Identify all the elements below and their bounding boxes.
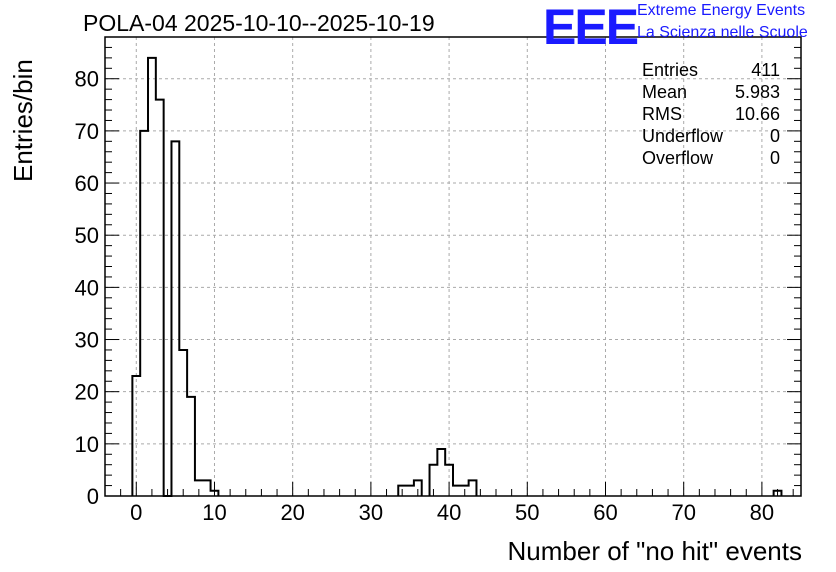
stat-value: 411 [751,60,780,80]
stat-label: Entries [642,60,699,80]
histogram-outline [131,56,783,497]
histogram-bin [132,376,140,496]
histogram-bin [171,141,179,496]
stat-label: Underflow [642,126,724,146]
x-tick-label: 10 [202,500,226,525]
stat-row-underflow: Underflow 0 [642,126,780,148]
x-tick-label: 60 [593,500,617,525]
stat-value: 10.66 [734,104,780,124]
stat-row-overflow: Overflow 0 [642,148,780,170]
stat-value: 0 [769,126,780,146]
y-tick-label: 60 [75,171,99,196]
histogram-bin [148,58,156,496]
stat-value: 5.983 [734,82,780,102]
x-tick-label: 50 [515,500,539,525]
stat-value: 0 [769,148,780,168]
grid-lines [105,37,801,496]
histogram-bin [453,486,461,496]
histogram-bin [187,397,195,496]
stat-row-rms: RMS 10.66 [642,104,780,126]
histogram-bin [203,480,211,496]
stat-row-entries: Entries 411 [642,60,780,82]
eee-logo: EEE [543,0,639,55]
stat-row-mean: Mean 5.983 [642,82,780,104]
tick-labels: 0 10 20 30 40 50 60 70 80 0 10 20 30 40 50 60 70 80 [75,67,775,525]
stat-label: Overflow [642,148,714,168]
x-tick-label: 40 [437,500,461,525]
histogram-bin [140,131,148,496]
y-tick-label: 50 [75,223,99,248]
x-axis-label: Number of "no hit" events [507,536,803,566]
y-tick-label: 10 [75,432,99,457]
x-tick-label: 0 [130,500,142,525]
x-tick-label: 70 [671,500,695,525]
logo-text-line2: La Scienza nelle Scuole [637,24,808,41]
histogram-bin [179,350,187,496]
tick-marks [104,36,801,497]
x-tick-label: 20 [280,500,304,525]
histogram-bin [156,100,164,496]
x-tick-label: 30 [359,500,383,525]
y-tick-label: 40 [75,275,99,300]
stat-label: RMS [642,104,682,124]
stats-box: Entries 411 Mean 5.983 RMS 10.66 Underfl… [642,60,780,170]
x-tick-label: 80 [750,500,774,525]
y-tick-label: 30 [75,328,99,353]
histogram-bins [131,56,783,497]
y-axis-label: Entries/bin [8,59,38,182]
histogram-bin [406,486,414,496]
logo-text-line1: Extreme Energy Events [637,2,806,19]
stat-label: Mean [642,82,688,102]
y-tick-label: 20 [75,380,99,405]
y-tick-label: 80 [75,67,99,92]
y-tick-label: 0 [87,484,99,509]
chart-title: POLA-04 2025-10-10--2025-10-19 [83,10,435,36]
histogram-bin [437,449,445,496]
histogram-bin [469,480,477,496]
y-tick-label: 70 [75,119,99,144]
